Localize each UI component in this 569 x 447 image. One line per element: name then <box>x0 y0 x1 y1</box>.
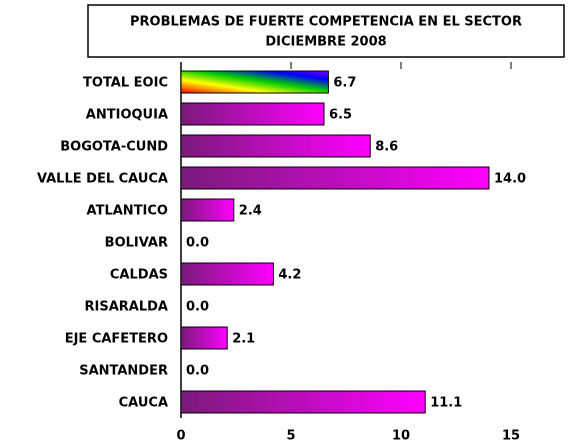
x-tick-label: 10 <box>392 429 410 444</box>
x-tick-label: 0 <box>176 429 185 444</box>
y-tick-label: EJE CAFETERO <box>65 332 168 347</box>
bar <box>180 134 371 158</box>
value-label: 0.0 <box>186 364 209 379</box>
y-tick-label: ATLANTICO <box>87 204 168 219</box>
value-label: 6.5 <box>329 108 352 123</box>
value-label: 2.4 <box>239 204 262 219</box>
y-tick-label: RISARALDA <box>85 300 168 315</box>
value-label: 4.2 <box>278 268 301 283</box>
value-label: 6.7 <box>333 76 356 91</box>
bar <box>180 326 228 350</box>
value-label: 14.0 <box>494 172 526 187</box>
y-tick-label: BOGOTA-CUND <box>60 140 168 155</box>
x-tick-label: 15 <box>502 429 520 444</box>
bar <box>180 262 274 286</box>
y-tick-label: VALLE DEL CAUCA <box>37 172 168 187</box>
value-label: 0.0 <box>186 236 209 251</box>
y-tick-label: SANTANDER <box>79 364 168 379</box>
chart-title: PROBLEMAS DE FUERTE COMPETENCIA EN EL SE… <box>130 15 522 30</box>
bar <box>180 166 490 190</box>
y-tick-label: CAUCA <box>119 396 168 411</box>
value-label: 11.1 <box>430 396 462 411</box>
value-label: 0.0 <box>186 300 209 315</box>
title-box <box>87 4 565 58</box>
value-label: 2.1 <box>232 332 255 347</box>
value-label: 8.6 <box>375 140 398 155</box>
chart-subtitle: DICIEMBRE 2008 <box>265 35 386 50</box>
bar <box>180 102 325 126</box>
y-tick-label: TOTAL EOIC <box>83 76 168 91</box>
y-tick-label: BOLIVAR <box>105 236 168 251</box>
y-tick-label: CALDAS <box>110 268 168 283</box>
x-tick-label: 5 <box>286 429 295 444</box>
bar <box>180 70 329 94</box>
bar <box>180 198 235 222</box>
bar <box>180 390 426 414</box>
y-tick-label: ANTIOQUIA <box>86 108 168 123</box>
